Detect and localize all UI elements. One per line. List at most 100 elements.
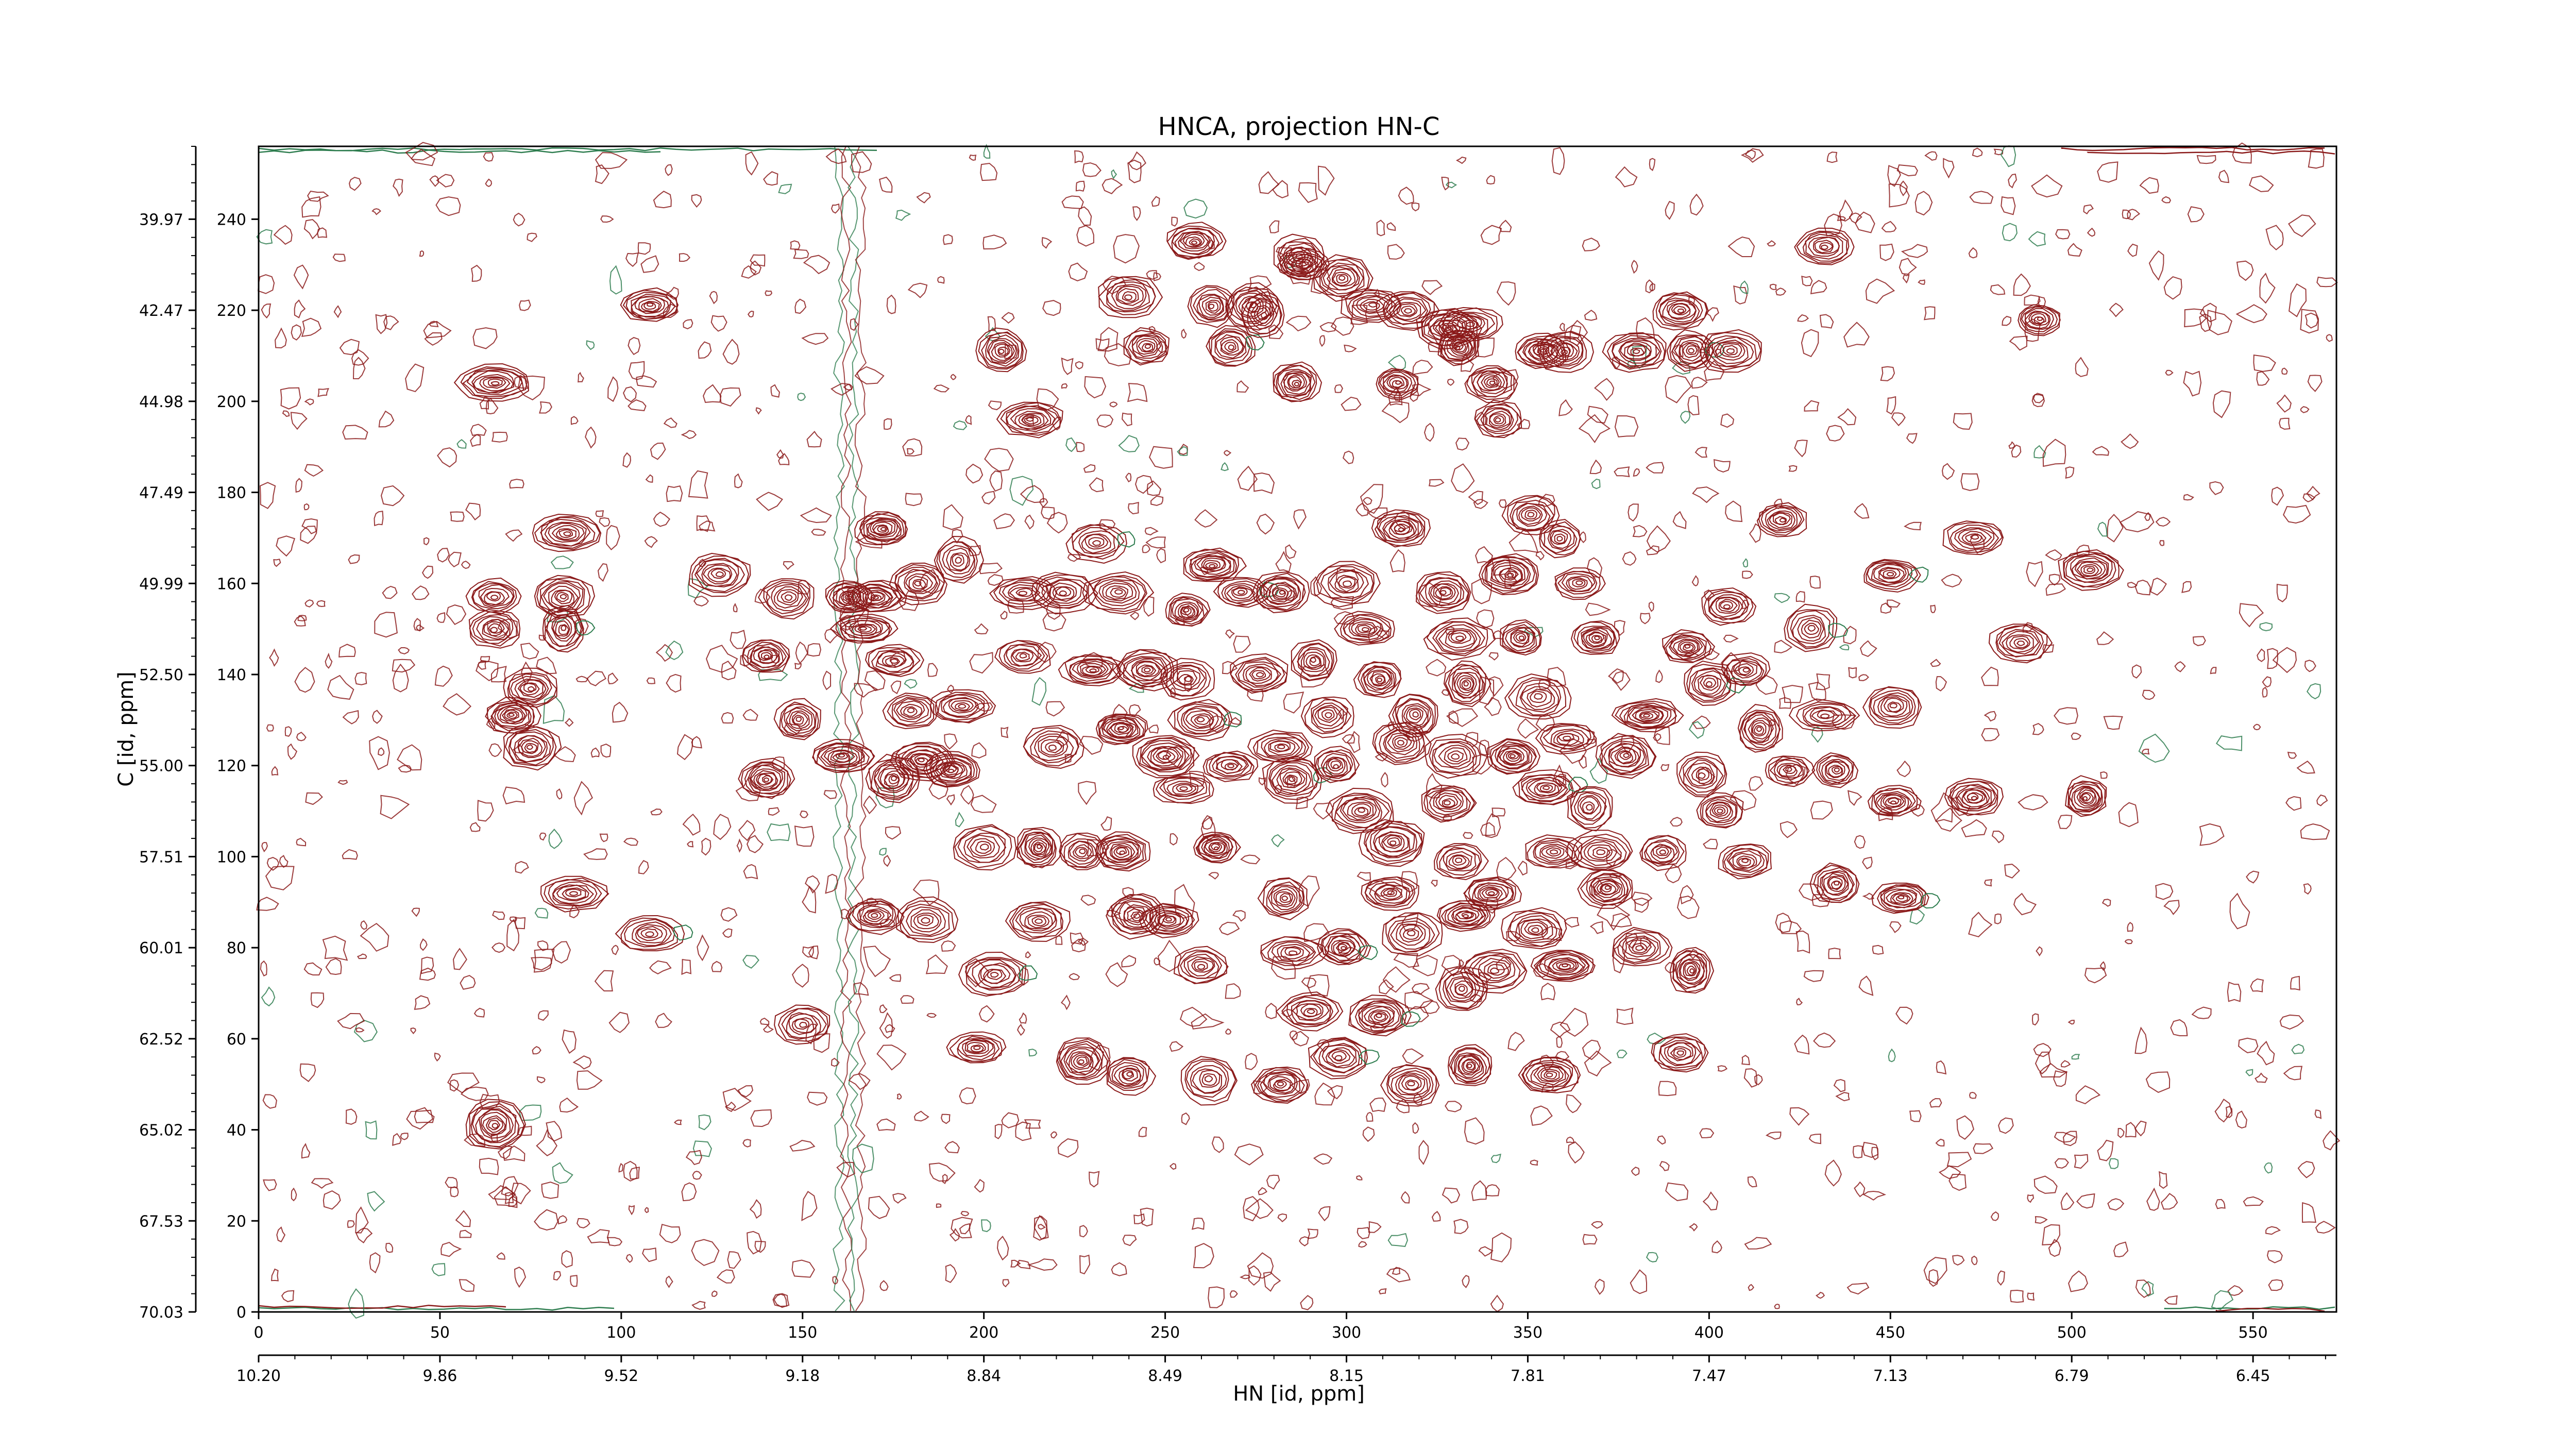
noise-contour bbox=[1441, 176, 1449, 191]
noise-contour bbox=[287, 743, 298, 760]
peak-contour-level bbox=[1024, 416, 1039, 425]
peak-contour-level bbox=[1015, 651, 1030, 662]
peak-contour-level bbox=[1715, 342, 1745, 361]
peak-contour-level bbox=[508, 713, 515, 717]
noise-contour bbox=[1388, 387, 1403, 406]
peak bbox=[1056, 1037, 1111, 1085]
peak-contour-level bbox=[1449, 977, 1474, 999]
noise-contour bbox=[2068, 1270, 2088, 1292]
peak-contour-level bbox=[1327, 569, 1369, 599]
x-index-tick-label: 400 bbox=[1694, 1324, 1724, 1342]
peak-contour-level bbox=[1395, 1072, 1429, 1096]
peak-contour-level bbox=[941, 694, 986, 718]
noise-contour bbox=[304, 398, 314, 406]
noise-contour bbox=[1879, 243, 1894, 261]
noise-contour bbox=[2055, 229, 2071, 240]
noise-contour bbox=[1426, 659, 1447, 677]
peak-contour-level bbox=[1756, 726, 1762, 732]
noise-contour bbox=[1490, 1294, 1504, 1312]
noise-contour bbox=[378, 747, 385, 756]
peak-contour-level bbox=[1161, 662, 1211, 697]
x-ppm-tick-label: 9.52 bbox=[604, 1367, 638, 1385]
peak-contour-level bbox=[1123, 327, 1170, 366]
peak-contour-level bbox=[1440, 330, 1479, 365]
peak-contour-level bbox=[1628, 939, 1652, 955]
peak-contour-level bbox=[1550, 529, 1572, 549]
noise-contour bbox=[692, 1171, 702, 1180]
noise-contour bbox=[984, 448, 1014, 472]
negative-contour bbox=[1358, 1049, 1380, 1065]
noise-contour bbox=[2118, 802, 2139, 828]
peak-contour-level bbox=[2067, 780, 2107, 816]
peak-contour-level bbox=[1554, 533, 1566, 544]
noise-contour bbox=[722, 928, 733, 938]
noise-contour bbox=[1552, 773, 1567, 787]
peak-contour-level bbox=[1380, 887, 1402, 900]
peak-contour-level bbox=[773, 586, 803, 609]
peak bbox=[773, 698, 821, 740]
noise-contour bbox=[1480, 822, 1496, 836]
peak-contour-level bbox=[1024, 832, 1053, 861]
peak-contour-level bbox=[1521, 1057, 1579, 1092]
peak-contour-level bbox=[1057, 1038, 1108, 1081]
peak-contour-level bbox=[1505, 751, 1521, 762]
noise-contour bbox=[1293, 509, 1307, 530]
noise-contour bbox=[980, 162, 998, 181]
peak-contour-level bbox=[1178, 231, 1211, 252]
noise-contour bbox=[994, 1124, 1003, 1139]
peak-contour-level bbox=[1144, 344, 1151, 349]
noise-contour bbox=[1633, 468, 1640, 477]
noise-contour bbox=[951, 1217, 973, 1239]
noise-contour bbox=[1951, 796, 1971, 816]
peak-contour-level bbox=[715, 571, 724, 578]
peak-contour-level bbox=[1817, 710, 1835, 719]
noise-contour bbox=[1646, 462, 1665, 474]
noise-contour bbox=[2107, 1198, 2125, 1211]
peak-contour-level bbox=[1679, 756, 1726, 796]
peak-contour-level bbox=[1743, 712, 1777, 746]
y-ppm-tick-label: 65.02 bbox=[139, 1122, 183, 1140]
peak-contour-level bbox=[1321, 1044, 1357, 1069]
noise-contour bbox=[609, 265, 622, 295]
noise-contour bbox=[317, 387, 329, 397]
noise-contour bbox=[1631, 1167, 1640, 1176]
peak-contour-level bbox=[624, 919, 675, 948]
peak-contour-level bbox=[1667, 1042, 1693, 1062]
peak bbox=[1447, 1044, 1493, 1086]
peak-contour-level bbox=[1209, 752, 1252, 778]
noise-contour bbox=[1237, 465, 1258, 491]
peak bbox=[468, 609, 521, 649]
peak-contour-level bbox=[1197, 964, 1206, 970]
noise-contour bbox=[1990, 1211, 1999, 1221]
peak-contour-level bbox=[990, 971, 999, 978]
peak-contour-level bbox=[1180, 1056, 1238, 1106]
peak-contour-level bbox=[1942, 520, 2004, 555]
noise-contour bbox=[1016, 1023, 1025, 1036]
peak bbox=[1260, 936, 1329, 970]
peak-contour-level bbox=[741, 639, 790, 673]
peak-contour-level bbox=[1871, 563, 1909, 585]
peak-contour-level bbox=[1326, 266, 1359, 291]
peak-contour-level bbox=[1196, 833, 1238, 864]
noise-contour bbox=[473, 1007, 485, 1018]
peak-contour-level bbox=[1811, 709, 1840, 723]
noise-contour bbox=[357, 953, 367, 959]
x-ppm-tick-label: 8.84 bbox=[967, 1367, 1001, 1385]
noise-contour bbox=[1517, 718, 1539, 739]
x-index-tick-label: 500 bbox=[2057, 1324, 2087, 1342]
peak bbox=[1460, 949, 1528, 994]
peak-contour-level bbox=[481, 1111, 507, 1137]
noise-contour bbox=[1909, 908, 1925, 925]
noise-contour bbox=[2155, 883, 2174, 900]
peak-contour-level bbox=[851, 624, 877, 636]
peak bbox=[1193, 832, 1241, 864]
noise-contour bbox=[1111, 1262, 1127, 1276]
noise-contour bbox=[2148, 250, 2164, 281]
noise-contour bbox=[1872, 945, 1884, 955]
peak-contour-level bbox=[1970, 534, 1979, 540]
peak-contour-level bbox=[1242, 663, 1279, 686]
noise-contour bbox=[1824, 213, 1842, 237]
vertical-artifact bbox=[846, 146, 860, 1311]
peak-contour-level bbox=[994, 639, 1051, 674]
noise-contour bbox=[1236, 380, 1249, 393]
